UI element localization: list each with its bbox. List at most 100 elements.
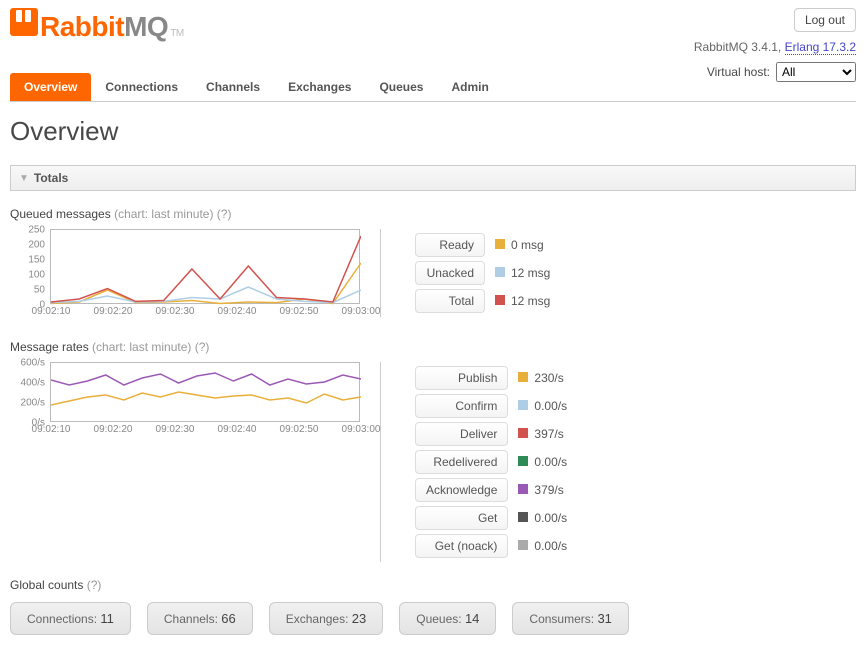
count-value: 14 bbox=[465, 611, 479, 626]
legend-label-get-noack-[interactable]: Get (noack) bbox=[415, 534, 508, 558]
ytick: 600/s bbox=[21, 358, 45, 369]
legend-label-get[interactable]: Get bbox=[415, 506, 508, 530]
legend-swatch bbox=[518, 428, 528, 438]
xtick: 09:02:20 bbox=[94, 306, 133, 317]
legend-label-publish[interactable]: Publish bbox=[415, 366, 508, 390]
legend-swatch bbox=[518, 372, 528, 382]
rates-sub: (chart: last minute) (?) bbox=[92, 340, 209, 354]
rates-chart: 0/s200/s400/s600/s09:02:1009:02:2009:02:… bbox=[50, 362, 360, 422]
legend-row: Publish230/s bbox=[415, 366, 567, 390]
xtick: 09:03:00 bbox=[342, 306, 381, 317]
ytick: 250 bbox=[28, 225, 45, 236]
xtick: 09:02:50 bbox=[280, 424, 319, 435]
ytick: 200/s bbox=[21, 398, 45, 409]
legend-swatch bbox=[518, 512, 528, 522]
legend-label-deliver[interactable]: Deliver bbox=[415, 422, 508, 446]
rates-head: Message rates (chart: last minute) (?) bbox=[10, 340, 856, 354]
legend-value: 12 msg bbox=[511, 266, 550, 280]
queued-head: Queued messages (chart: last minute) (?) bbox=[10, 207, 856, 221]
xtick: 09:02:10 bbox=[32, 306, 71, 317]
count-value: 23 bbox=[352, 611, 366, 626]
tab-exchanges[interactable]: Exchanges bbox=[274, 73, 365, 101]
logout-button[interactable]: Log out bbox=[794, 8, 856, 32]
page-title: Overview bbox=[10, 116, 856, 147]
count-connections[interactable]: Connections: 11 bbox=[10, 602, 131, 635]
collapse-icon: ▼ bbox=[19, 173, 29, 184]
legend-swatch bbox=[518, 540, 528, 550]
logo: RabbitMQTM bbox=[10, 8, 184, 43]
logo-text-b: MQ bbox=[124, 11, 168, 43]
legend-label-total[interactable]: Total bbox=[415, 289, 485, 313]
global-counts: Connections: 11 Channels: 66 Exchanges: 23… bbox=[10, 602, 856, 635]
legend-swatch bbox=[495, 295, 505, 305]
legend-swatch bbox=[495, 267, 505, 277]
count-consumers[interactable]: Consumers: 31 bbox=[512, 602, 629, 635]
count-queues[interactable]: Queues: 14 bbox=[399, 602, 496, 635]
legend-value: 397/s bbox=[534, 427, 563, 441]
global-title: Global counts bbox=[10, 578, 83, 592]
legend-value: 0.00/s bbox=[534, 511, 567, 525]
rabbit-icon bbox=[10, 8, 38, 36]
vhost-select[interactable]: All bbox=[776, 62, 856, 82]
legend-row: Deliver 397/s bbox=[415, 422, 567, 446]
count-label: Connections: bbox=[27, 612, 100, 626]
vhost-label: Virtual host: bbox=[707, 65, 770, 79]
legend-label-ready[interactable]: Ready bbox=[415, 233, 485, 257]
tab-channels[interactable]: Channels bbox=[192, 73, 274, 101]
count-exchanges[interactable]: Exchanges: 23 bbox=[269, 602, 384, 635]
xtick: 09:02:20 bbox=[94, 424, 133, 435]
tab-connections[interactable]: Connections bbox=[91, 73, 192, 101]
legend-row: Acknowledge 379/s bbox=[415, 478, 567, 502]
count-label: Queues: bbox=[416, 612, 465, 626]
queued-title: Queued messages bbox=[10, 207, 111, 221]
xtick: 09:02:30 bbox=[156, 424, 195, 435]
xtick: 09:02:10 bbox=[32, 424, 71, 435]
section-label: Totals bbox=[34, 171, 68, 185]
tab-overview[interactable]: Overview bbox=[10, 73, 91, 101]
xtick: 09:02:40 bbox=[218, 424, 257, 435]
count-label: Consumers: bbox=[529, 612, 597, 626]
version-prefix: RabbitMQ 3.4.1, bbox=[694, 40, 785, 54]
legend-row: Ready 0 msg bbox=[415, 233, 550, 257]
xtick: 09:02:30 bbox=[156, 306, 195, 317]
ytick: 100 bbox=[28, 270, 45, 281]
legend-row: Total 12 msg bbox=[415, 289, 550, 313]
ytick: 200 bbox=[28, 240, 45, 251]
global-head: Global counts (?) bbox=[10, 578, 856, 592]
count-value: 31 bbox=[597, 611, 611, 626]
legend-row: Confirm0.00/s bbox=[415, 394, 567, 418]
queued-legend: Ready 0 msg Unacked 12 msg Total 12 msg bbox=[380, 229, 550, 317]
legend-value: 379/s bbox=[534, 483, 563, 497]
legend-swatch bbox=[518, 484, 528, 494]
legend-row: Redelivered0.00/s bbox=[415, 450, 567, 474]
section-totals[interactable]: ▼ Totals bbox=[10, 165, 856, 191]
legend-label-redelivered[interactable]: Redelivered bbox=[415, 450, 508, 474]
global-help: (?) bbox=[87, 578, 102, 592]
count-channels[interactable]: Channels: 66 bbox=[147, 602, 253, 635]
erlang-link[interactable]: Erlang 17.3.2 bbox=[785, 40, 856, 55]
legend-label-acknowledge[interactable]: Acknowledge bbox=[415, 478, 508, 502]
rates-title: Message rates bbox=[10, 340, 89, 354]
count-value: 66 bbox=[221, 611, 235, 626]
tab-queues[interactable]: Queues bbox=[365, 73, 437, 101]
ytick: 150 bbox=[28, 255, 45, 266]
version-text: RabbitMQ 3.4.1, Erlang 17.3.2 bbox=[694, 40, 856, 54]
legend-label-confirm[interactable]: Confirm bbox=[415, 394, 508, 418]
queued-chart: 05010015020025009:02:1009:02:2009:02:300… bbox=[50, 229, 360, 304]
legend-value: 0 msg bbox=[511, 238, 544, 252]
xtick: 09:03:00 bbox=[342, 424, 381, 435]
legend-row: Unacked 12 msg bbox=[415, 261, 550, 285]
xtick: 09:02:50 bbox=[280, 306, 319, 317]
queued-sub: (chart: last minute) (?) bbox=[114, 207, 231, 221]
ytick: 50 bbox=[34, 285, 45, 296]
legend-row: Get 0.00/s bbox=[415, 506, 567, 530]
rates-legend: Publish230/sConfirm0.00/sDeliver397/sRed… bbox=[380, 362, 567, 562]
legend-swatch bbox=[518, 400, 528, 410]
ytick: 400/s bbox=[21, 378, 45, 389]
legend-label-unacked[interactable]: Unacked bbox=[415, 261, 485, 285]
legend-swatch bbox=[518, 456, 528, 466]
legend-value: 12 msg bbox=[511, 294, 550, 308]
xtick: 09:02:40 bbox=[218, 306, 257, 317]
count-label: Channels: bbox=[164, 612, 221, 626]
tab-admin[interactable]: Admin bbox=[437, 73, 502, 101]
